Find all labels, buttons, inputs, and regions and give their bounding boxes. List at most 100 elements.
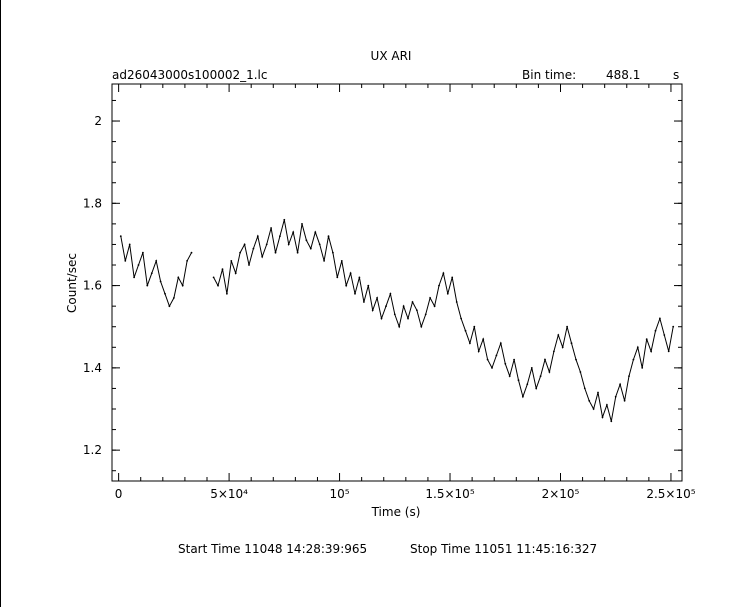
data-point [566,325,568,328]
data-point [142,251,144,254]
data-point [270,227,272,229]
data-point [287,243,290,246]
data-point [261,255,264,258]
data-point [508,375,511,377]
data-point [389,292,392,295]
data-point [597,391,599,394]
data-point [393,313,396,316]
data-point [301,223,303,225]
data-point [398,325,401,328]
data-point [672,325,675,328]
series-line-0-segment-1 [213,219,674,422]
data-point [323,260,325,262]
data-point [150,272,153,275]
file-label: ad26043000s100002_1.lc [112,68,268,82]
data-point [221,268,224,270]
data-point [190,251,193,254]
data-point [349,272,352,275]
data-point [469,342,471,345]
data-point [460,317,462,320]
x-tick-label-2: 10⁵ [330,487,350,501]
data-point [239,251,242,254]
data-point [327,235,330,238]
data-point [155,260,158,262]
data-point [429,297,431,299]
data-series [119,218,675,423]
data-point [522,395,524,398]
data-point [663,334,666,336]
chart-title: UX ARI [371,49,412,63]
x-tick-label-3: 1.5×10⁵ [425,487,474,501]
data-point [517,379,520,382]
data-point [473,325,476,328]
data-point [340,260,343,262]
data-point [641,367,644,369]
data-point [420,325,423,328]
data-point [614,395,617,398]
data-point [570,342,573,345]
data-point [137,264,140,266]
data-point [636,346,639,349]
start-time: Start Time 11048 14:28:39:965 [178,542,367,556]
data-point [438,284,440,287]
y-tick-label-2: 1.6 [83,279,102,293]
y-tick-label-1: 1.4 [83,361,102,375]
data-point [407,317,409,320]
y-tick-label-0: 1.2 [83,443,102,457]
data-point [274,251,277,254]
data-point [309,247,312,250]
data-point [539,375,542,377]
data-point [354,292,356,295]
data-point [553,350,555,353]
data-point [252,247,255,250]
bin-time-unit: s [673,68,679,82]
data-point [477,350,480,353]
data-point [168,305,171,308]
data-point [296,251,299,254]
data-point [645,338,648,340]
data-point [402,305,405,308]
data-point [628,375,630,377]
data-point [173,297,175,299]
data-point [667,350,670,353]
data-point [385,305,387,308]
data-point [292,231,295,234]
data-point [544,358,546,361]
data-point [535,387,538,390]
data-point [305,239,308,242]
data-point [619,383,621,386]
data-point [561,346,564,349]
bin-time-value: 488.1 [606,68,640,82]
x-tick-label-4: 2×10⁵ [542,487,580,501]
data-point [133,276,136,279]
data-point [575,358,577,361]
x-axis-label: Time (s) [371,505,421,519]
data-point [186,260,189,262]
data-point [234,272,237,275]
data-point [482,338,485,340]
data-point [495,354,498,357]
data-point [363,301,365,303]
data-point [451,276,454,279]
data-point [248,264,250,266]
data-point [632,358,635,361]
data-point [504,362,507,365]
y-axis-label: Count/sec [65,253,79,313]
data-point [336,276,339,279]
data-point [371,309,374,312]
data-point [124,260,127,262]
data-point [230,260,233,262]
x-tick-label-5: 2.5×10⁵ [646,487,695,501]
y-tick-label-4: 2 [94,114,102,128]
x-tick-label-0: 0 [115,487,123,501]
data-point [164,292,166,295]
data-point [314,231,317,234]
data-point [424,313,427,316]
data-point [557,334,560,336]
data-point [548,371,551,373]
data-point [358,276,361,279]
data-point [411,301,414,303]
axis-tick-labels: 1.2 1.4 1.6 1.8 2 0 5×10⁴ 10⁵ 1.5×10⁵ 2×10⁵ 2.5×10… [83,114,696,501]
data-point [146,284,149,287]
data-point [217,284,219,287]
